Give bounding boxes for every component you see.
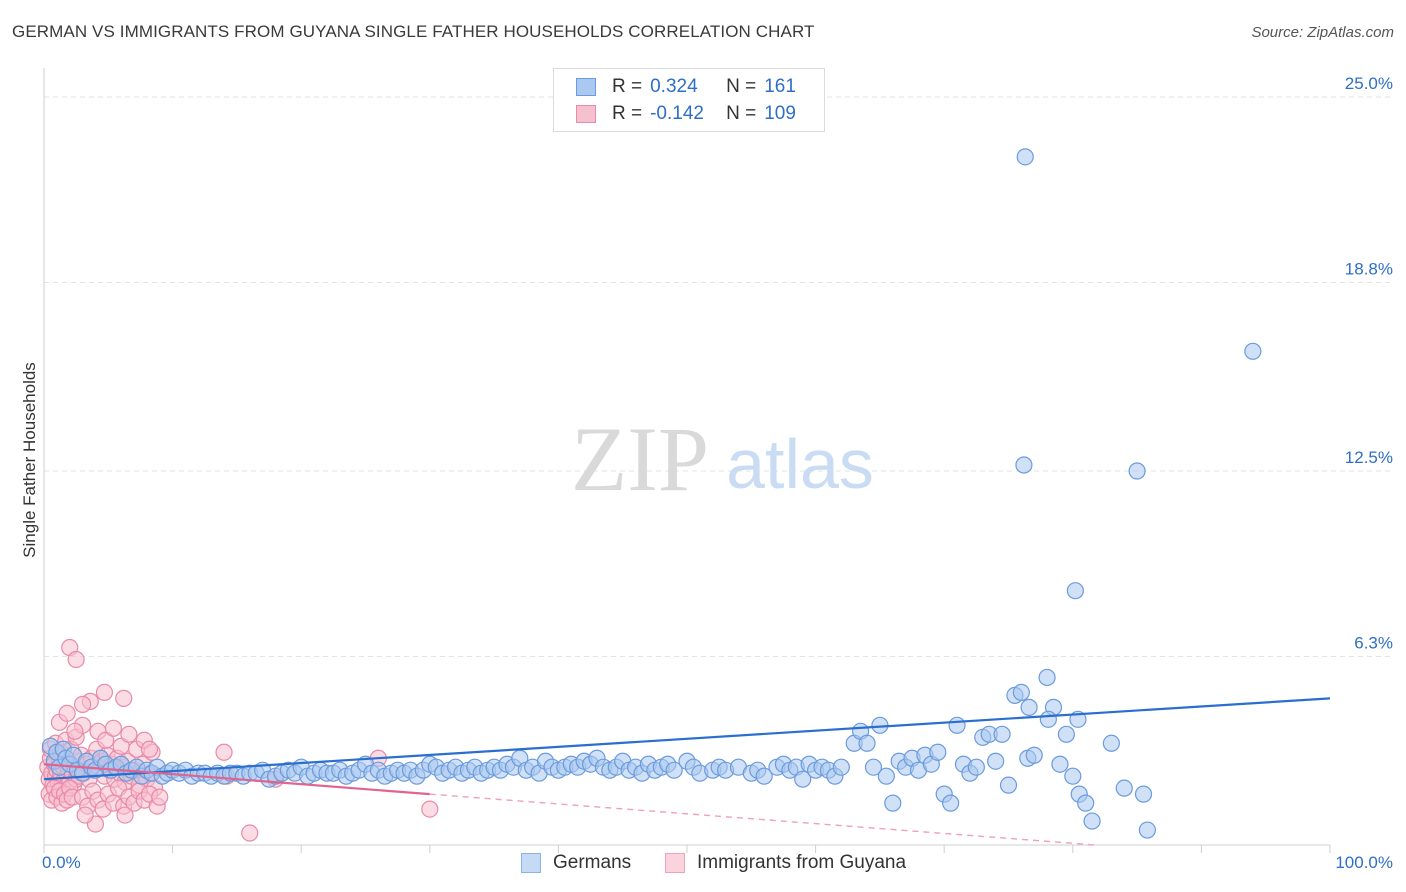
german-point [1077,794,1095,812]
german-trend-line [43,697,1331,781]
legend-item-guyana[interactable]: Immigrants from Guyana [665,852,906,874]
y-tick-label: 6.3% [1354,634,1393,653]
guyana-point [95,683,114,702]
legend-r-value: -0.142 [650,103,704,124]
german-point [942,794,960,812]
tick-labels: 6.3% 12.5% 18.8% 25.0% 0.0% 100.0% [42,74,1393,872]
german-point [1244,342,1262,360]
legend-item-germans[interactable]: Germans [521,852,631,874]
legend-swatch-germans [521,853,541,873]
german-point [1051,755,1069,773]
legend-n-label: N = [726,103,757,124]
german-point [1066,582,1084,600]
legend-n-value: 161 [764,76,796,97]
guyana-point [120,725,138,743]
german-point [1039,710,1057,728]
x-tick-label-min: 0.0% [42,853,81,872]
german-point [864,758,883,776]
chart-title: GERMAN VS IMMIGRANTS FROM GUYANA SINGLE … [12,22,815,41]
german-point [948,716,966,734]
guyana-point [241,824,259,842]
german-point [1038,668,1056,687]
guyana-point [66,722,84,740]
german-point [929,743,947,761]
legend-swatch-guyana [665,853,685,873]
guyana-trend-line [43,763,430,796]
grid-lines [44,96,1394,658]
german-point [794,770,812,788]
watermark-zip: ZIP [571,408,709,510]
german-point [1015,456,1033,474]
german-point [999,776,1018,794]
legend-swatch-blue [576,78,596,96]
german-point [665,761,683,779]
german-point [755,767,773,785]
watermark-atlas: atlas [726,425,874,503]
german-point [877,767,895,785]
guyana-point [116,806,134,824]
guyana-point [151,788,169,806]
german-point [1138,821,1156,839]
german-point [1115,779,1133,797]
legend-row-germans: R = 0.324 N = 161 [576,75,796,99]
german-point [1128,462,1146,480]
german-point [987,752,1005,770]
trend-lines [43,697,1331,846]
german-point [1134,785,1153,803]
guyana-point [421,800,439,818]
german-point [858,734,876,752]
german-point [1057,725,1075,743]
guyana-point [115,689,133,707]
source-credit: Source: ZipAtlas.com [1251,24,1394,41]
legend-n-label: N = [726,76,757,97]
legend-label-guyana: Immigrants from Guyana [697,852,907,873]
legend-label-germans: Germans [553,852,632,873]
x-tick-label-max: 100.0% [1335,853,1393,872]
guyana-point [104,719,123,737]
legend-swatch-pink [576,105,596,123]
guyana-point [140,740,159,758]
german-point [1012,683,1030,702]
german-point [832,758,850,776]
guyana-point [215,743,233,761]
german-point [1025,746,1043,764]
german-point [1064,767,1082,785]
series-legend: Germans Immigrants from Guyana [0,852,1406,878]
german-point [967,758,985,776]
german-point [1083,812,1101,830]
guyana-point [97,731,115,749]
y-tick-label: 25.0% [1345,74,1393,93]
german-point [1016,148,1034,166]
german-point [1102,734,1120,752]
y-tick-label: 18.8% [1345,260,1393,279]
german-point [993,725,1011,743]
legend-r-label: R = [612,76,643,97]
watermark: ZIP atlas [571,408,874,510]
guyana-point [73,695,92,713]
guyana-trend-extension [429,793,1096,846]
legend-row-guyana: R = -0.142 N = 109 [576,102,796,126]
legend-n-value: 109 [764,103,796,124]
correlation-legend: R = 0.324 N = 161 R = -0.142 N = 109 [553,68,825,132]
guyana-point [76,806,94,824]
guyana-point [67,650,85,669]
guyana-point [58,704,76,722]
german-point [884,794,902,812]
axes [43,68,1331,853]
legend-r-label: R = [612,103,643,124]
legend-r-value: 0.324 [650,76,698,97]
y-tick-label: 12.5% [1345,448,1393,467]
german-point [1020,698,1038,716]
